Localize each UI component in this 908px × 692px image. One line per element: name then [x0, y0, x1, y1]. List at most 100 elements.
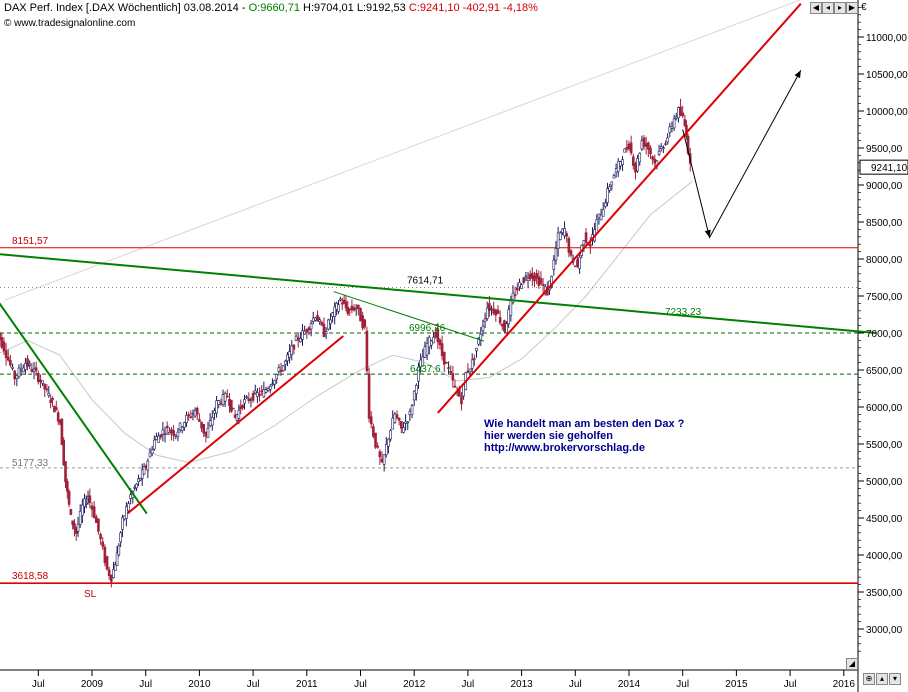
- candle-body: [157, 435, 160, 443]
- x-tick-label: 2014: [618, 679, 641, 690]
- candle-body: [281, 365, 285, 372]
- candle-body: [357, 304, 360, 310]
- candle-body: [127, 503, 130, 512]
- candle-body: [9, 360, 12, 366]
- candle-body: [670, 126, 674, 129]
- candle-body: [494, 309, 498, 316]
- zoom-icon[interactable]: ⊕: [863, 673, 875, 685]
- candle-body: [115, 552, 119, 567]
- candle-body: [659, 146, 663, 149]
- scroll-left-end-icon[interactable]: ◀: [810, 2, 822, 14]
- y-tick-label: 3500,00: [866, 588, 903, 599]
- candle-body: [183, 422, 186, 428]
- candle-body: [668, 126, 672, 133]
- candle-body: [554, 248, 558, 261]
- candle-body: [389, 430, 392, 440]
- candle-body: [627, 143, 631, 150]
- moving-average-line: [0, 180, 693, 464]
- y-tick-label: 7500,00: [866, 292, 903, 303]
- candle-body: [333, 306, 337, 317]
- candle-body: [533, 275, 536, 282]
- scroll-left-icon[interactable]: ◂: [822, 2, 834, 14]
- candle-body: [337, 304, 340, 312]
- candle-body: [318, 319, 321, 322]
- x-tick-label: Jul: [676, 679, 689, 690]
- candle-body: [481, 325, 485, 332]
- y-tick-label: 5000,00: [866, 477, 903, 488]
- candle-body: [135, 483, 138, 489]
- candle-body: [436, 328, 440, 342]
- candle-body: [142, 466, 146, 475]
- candle-body: [210, 417, 214, 426]
- y-tick-label: 6000,00: [866, 403, 903, 414]
- candle-body: [43, 383, 47, 390]
- candle-body: [107, 569, 111, 577]
- move-up-icon[interactable]: ▴: [876, 673, 888, 685]
- candle-body: [597, 213, 601, 219]
- candle-body: [69, 509, 73, 515]
- candle-body: [672, 118, 676, 129]
- candle-body: [301, 330, 304, 340]
- up-arrow-head: [794, 70, 801, 79]
- candle-body: [243, 399, 246, 404]
- promo-line-2: hier werden sie geholfen: [484, 430, 613, 442]
- candle-body: [647, 142, 650, 150]
- candle-body: [247, 398, 251, 401]
- candle-body: [619, 161, 622, 167]
- candle-body: [185, 414, 188, 424]
- candle-body: [421, 356, 425, 367]
- candle-body: [17, 367, 21, 378]
- scroll-right-icon[interactable]: ▸: [834, 2, 846, 14]
- candle-body: [208, 420, 212, 427]
- candle-body: [26, 358, 29, 367]
- x-tick-label: Jul: [32, 679, 45, 690]
- candle-body: [406, 421, 410, 424]
- candle-body: [139, 478, 142, 481]
- candle-body: [6, 356, 10, 361]
- candle-body: [384, 444, 388, 456]
- candle-body: [226, 395, 229, 398]
- candle-body: [623, 148, 627, 153]
- move-down-icon[interactable]: ▾: [889, 673, 901, 685]
- candle-body: [299, 338, 302, 343]
- candle-body: [496, 309, 500, 314]
- candle-body: [681, 112, 685, 117]
- candle-body: [500, 324, 504, 327]
- candle-body: [400, 421, 403, 429]
- resize-handle-icon[interactable]: ◢: [846, 658, 858, 670]
- candle-body: [34, 367, 38, 371]
- candle-body: [509, 300, 513, 316]
- candle-body: [563, 228, 566, 237]
- candle-body: [187, 414, 190, 416]
- candle-body: [219, 402, 223, 405]
- candle-body: [524, 275, 528, 278]
- candle-body: [507, 309, 511, 325]
- y-tick-label: 10500,00: [866, 70, 908, 81]
- candle-body: [277, 367, 281, 372]
- level-label: 6996,26: [409, 323, 446, 334]
- candle-body: [372, 426, 375, 437]
- candle-body: [279, 370, 283, 372]
- candle-body: [159, 434, 163, 438]
- candle-body: [284, 360, 287, 365]
- candle-body: [629, 142, 633, 154]
- sl-label: SL: [84, 589, 97, 600]
- candle-body: [275, 374, 279, 380]
- candle-body: [30, 368, 34, 372]
- candle-body: [97, 518, 100, 532]
- trendline: [437, 3, 802, 414]
- candle-body: [423, 346, 427, 358]
- candle-body: [657, 150, 661, 155]
- candle-body: [378, 451, 382, 458]
- candle-body: [449, 371, 453, 374]
- candle-body: [60, 418, 64, 446]
- candle-body: [180, 426, 184, 431]
- candle-body: [326, 319, 330, 330]
- candle-body: [376, 445, 379, 448]
- x-tick-label: 2016: [833, 679, 856, 690]
- candle-body: [369, 416, 373, 425]
- scroll-right-end-icon[interactable]: ▶: [846, 2, 858, 14]
- candle-body: [90, 505, 94, 510]
- candle-body: [193, 410, 197, 417]
- candle-body: [344, 301, 348, 309]
